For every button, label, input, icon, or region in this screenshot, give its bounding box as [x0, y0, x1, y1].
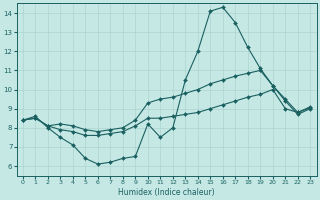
X-axis label: Humidex (Indice chaleur): Humidex (Indice chaleur): [118, 188, 215, 197]
